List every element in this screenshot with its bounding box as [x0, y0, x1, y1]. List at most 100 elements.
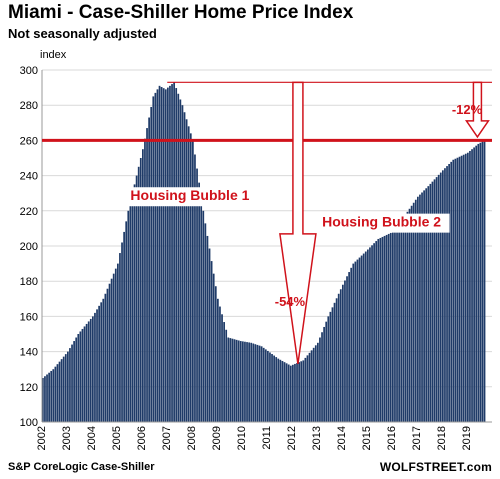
data-bar: [304, 357, 307, 422]
data-bar: [96, 309, 98, 422]
x-tick-label: 2006: [136, 426, 148, 450]
data-bar: [325, 321, 328, 422]
data-bar: [242, 341, 244, 422]
data-bar: [331, 307, 334, 422]
data-bar: [44, 376, 46, 422]
data-bar: [156, 89, 159, 423]
data-bar: [106, 288, 109, 422]
data-bar: [69, 348, 71, 422]
data-bar: [121, 242, 123, 422]
x-tick-label: 2004: [86, 426, 98, 450]
data-bar: [114, 268, 117, 422]
data-bar: [414, 199, 417, 422]
data-bar: [371, 245, 373, 422]
data-bar: [423, 190, 425, 422]
data-bar: [406, 211, 409, 422]
data-bar: [248, 342, 250, 422]
x-tick-label: 2003: [61, 426, 73, 450]
data-bar: [139, 158, 142, 422]
data-bar: [148, 117, 150, 423]
chart-subtitle: Not seasonally adjusted: [8, 26, 157, 41]
data-bar: [456, 157, 459, 422]
x-axis: 2002 2003 2004 2005 2006 2007 2008 2009 2010 2011…: [36, 421, 492, 450]
data-bar: [454, 158, 457, 423]
data-bar: [227, 337, 230, 422]
data-bar: [412, 202, 415, 422]
data-bar: [417, 196, 419, 422]
data-bar: [187, 126, 190, 422]
data-bar: [142, 149, 144, 422]
data-bar: [354, 261, 357, 422]
drop-arrow-54: [279, 81, 317, 365]
x-tick-label: 2014: [336, 426, 348, 450]
data-bar: [429, 183, 432, 422]
data-bar: [462, 154, 465, 422]
annotation-minus-12: -12%: [452, 102, 483, 117]
data-bar: [137, 166, 140, 422]
data-bar: [133, 184, 136, 422]
data-bar: [256, 344, 259, 422]
data-bar: [344, 280, 346, 422]
data-bar: [46, 374, 48, 422]
x-tick-label: 2016: [386, 426, 398, 450]
data-bar: [277, 358, 280, 422]
data-bar: [198, 182, 200, 422]
data-bar: [221, 314, 223, 422]
x-tick-label: 2013: [311, 426, 323, 450]
data-bar: [477, 143, 480, 423]
data-bar: [79, 331, 82, 422]
bar-series: [42, 82, 486, 423]
data-bar: [267, 350, 269, 422]
data-bar: [389, 232, 392, 422]
data-bar: [319, 337, 321, 422]
data-bar: [117, 263, 119, 422]
data-bar: [433, 179, 436, 422]
data-bar: [475, 145, 478, 422]
data-bar: [450, 161, 453, 422]
y-tick-label: 220: [20, 206, 38, 218]
y-tick-label: 100: [20, 417, 38, 429]
data-bar: [314, 345, 317, 422]
data-bar: [87, 321, 90, 422]
data-bar: [158, 85, 161, 422]
data-bar: [175, 88, 178, 422]
data-bar: [444, 168, 446, 422]
data-bar: [264, 349, 267, 422]
data-bar: [110, 278, 113, 422]
data-bar: [327, 316, 330, 422]
data-bar: [50, 370, 53, 422]
x-tick-label: 2005: [111, 426, 123, 450]
y-tick-label: 200: [20, 241, 38, 253]
data-bar: [235, 339, 238, 422]
data-bar: [212, 273, 215, 422]
data-bar: [294, 363, 296, 422]
data-bar: [308, 352, 311, 422]
data-bar: [262, 347, 265, 422]
data-bar: [237, 340, 240, 422]
data-bar: [342, 284, 344, 422]
data-bar: [85, 323, 88, 422]
data-bar: [404, 214, 407, 422]
y-tick-label: 280: [20, 100, 38, 112]
data-bar: [460, 155, 463, 423]
data-bar: [479, 142, 482, 422]
data-bar: [356, 259, 359, 422]
data-bar: [83, 326, 86, 422]
brand-logo-text: WOLFSTREET.com: [379, 460, 492, 474]
y-axis-label: index: [40, 49, 67, 61]
data-bar: [233, 339, 236, 422]
data-bar: [335, 298, 338, 422]
data-bar: [112, 273, 115, 422]
data-bar: [183, 112, 186, 423]
data-bar: [358, 257, 361, 422]
data-bar: [323, 326, 325, 422]
source-note: S&P CoreLogic Case-Shiller: [8, 461, 155, 473]
data-bar: [425, 188, 428, 422]
data-bar: [154, 92, 157, 422]
data-bar: [271, 354, 273, 422]
x-tick-label: 2002: [36, 426, 48, 450]
annotation-bubble-1-bg: [121, 187, 258, 207]
data-bar: [246, 342, 248, 422]
data-bar: [369, 247, 371, 422]
